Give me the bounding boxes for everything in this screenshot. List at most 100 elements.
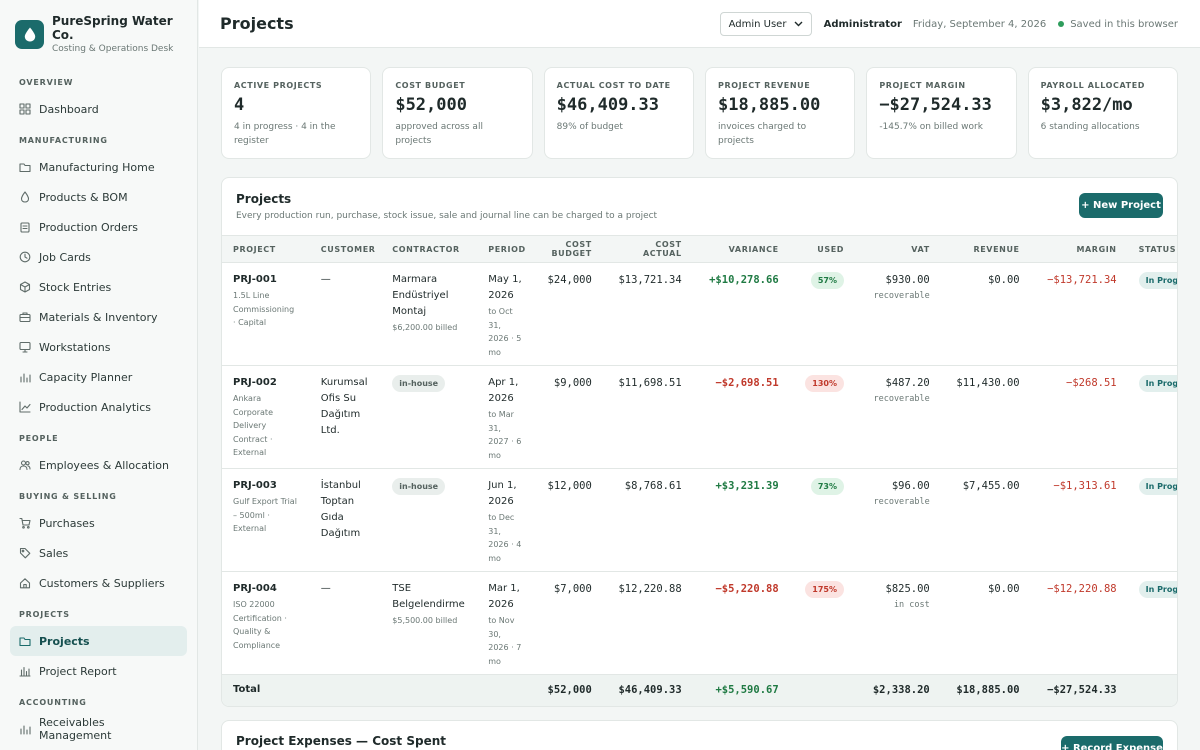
- nav-section-title: ACCOUNTING: [19, 698, 87, 707]
- cost-budget-cell: $12,000: [547, 480, 592, 492]
- column-header[interactable]: REVENUE: [973, 244, 1020, 254]
- sidebar-item-production-analytics[interactable]: Production Analytics: [10, 392, 187, 422]
- kpi-subtext: 4 in progress · 4 in the register: [234, 122, 336, 146]
- sidebar-item-sales[interactable]: Sales: [10, 538, 187, 568]
- sidebar-item-workstations[interactable]: Workstations: [10, 332, 187, 362]
- used-badge: 73%: [810, 478, 844, 495]
- sidebar-item-label: Workstations: [39, 340, 111, 354]
- sidebar-item-employees-allocation[interactable]: Employees & Allocation: [10, 450, 187, 480]
- sidebar-item-production-orders[interactable]: Production Orders: [10, 212, 187, 242]
- user-select[interactable]: Admin User: [719, 12, 812, 36]
- new-project-button[interactable]: + New Project: [1079, 193, 1163, 218]
- table-row[interactable]: PRJ-002 Ankara Corporate Delivery Contrac…: [222, 366, 1177, 469]
- project-name: Gulf Export Trial – 500ml · External: [233, 497, 297, 533]
- status-badge: In Progress: [1138, 478, 1177, 495]
- contractor-name: TSE Belgelendirme: [392, 583, 465, 610]
- sidebar-item-project-report[interactable]: Project Report: [10, 656, 187, 686]
- sidebar-item-materials-inventory[interactable]: Materials & Inventory: [10, 302, 187, 332]
- column-header[interactable]: CONTRACTOR: [392, 244, 460, 254]
- project-id[interactable]: PRJ-001: [233, 274, 277, 285]
- period-start: May 1, 2026: [488, 274, 522, 301]
- vat-note: recoverable: [873, 291, 930, 301]
- column-header[interactable]: VAT: [911, 244, 930, 254]
- projects-card-subtitle: Every production run, purchase, stock is…: [236, 211, 658, 221]
- water-drop-logo-icon: [15, 19, 44, 49]
- kpi-subtext: approved across all projects: [395, 122, 483, 146]
- sidebar-item-job-cards[interactable]: Job Cards: [10, 242, 187, 272]
- contractor-billed: $5,500.00 billed: [392, 616, 458, 625]
- status-badge: In Progress: [1138, 375, 1177, 392]
- cost-actual-cell: $8,768.61: [624, 480, 682, 492]
- in-house-badge: in-house: [392, 375, 446, 392]
- sidebar-item-customers-suppliers[interactable]: Customers & Suppliers: [10, 568, 187, 598]
- sidebar: PureSpring Water Co. Costing & Operation…: [0, 0, 198, 750]
- column-header[interactable]: COST ACTUAL: [642, 240, 682, 258]
- vat-amount: $825.00: [885, 583, 930, 595]
- sidebar-item-manufacturing-home[interactable]: Manufacturing Home: [10, 152, 187, 182]
- sidebar-item-label: Sales: [39, 546, 69, 560]
- sidebar-item-products-bom[interactable]: Products & BOM: [10, 182, 187, 212]
- sidebar-item-label: Products & BOM: [39, 190, 128, 204]
- top-bar: Projects Admin User Administrator Friday…: [199, 0, 1200, 48]
- project-id[interactable]: PRJ-004: [233, 583, 277, 594]
- project-id[interactable]: PRJ-003: [233, 480, 277, 491]
- total-variance: +$5,590.67: [715, 684, 779, 697]
- used-badge: 130%: [805, 375, 844, 392]
- margin-cell: −$1,313.61: [1053, 480, 1117, 492]
- total-label: Total: [233, 684, 261, 696]
- saved-status: Saved in this browser: [1058, 19, 1178, 30]
- nav-section-title: BUYING & SELLING: [19, 492, 117, 501]
- table-header-row: PROJECT CUSTOMER CONTRACTOR PERIOD COST …: [222, 235, 1177, 263]
- box-icon: [19, 281, 31, 293]
- column-header[interactable]: STATUS: [1138, 244, 1177, 254]
- column-header[interactable]: COST BUDGET: [551, 240, 592, 258]
- column-header[interactable]: CUSTOMER: [320, 244, 376, 254]
- sidebar-item-label: Employees & Allocation: [39, 458, 170, 472]
- column-header[interactable]: USED: [817, 244, 844, 254]
- table-row[interactable]: PRJ-001 1.5L Line Commissioning · Capital…: [222, 263, 1177, 366]
- sidebar-item-label: Production Analytics: [39, 400, 151, 414]
- sidebar-item-projects[interactable]: Projects: [10, 626, 187, 656]
- nav-section-title: MANUFACTURING: [19, 136, 108, 145]
- total-revenue: $18,885.00: [956, 684, 1020, 697]
- kpi-project-revenue: PROJECT REVENUE $18,885.00 invoices char…: [704, 67, 856, 159]
- sidebar-item-capacity-planner[interactable]: Capacity Planner: [10, 362, 187, 392]
- variance-cell: +$3,231.39: [715, 480, 779, 492]
- sidebar-item-cost-revenue-centers[interactable]: Cost & Revenue Centers: [10, 744, 187, 750]
- bars-icon: [20, 725, 31, 735]
- revenue-cell: $11,430.00: [956, 377, 1020, 389]
- project-name: 1.5L Line Commissioning · Capital: [233, 291, 295, 327]
- status-badge: In Progress: [1138, 581, 1177, 598]
- table-row[interactable]: PRJ-004 ISO 22000 Certification · Quality…: [222, 572, 1177, 675]
- sidebar-item-stock-entries[interactable]: Stock Entries: [10, 272, 187, 302]
- chevron-down-icon: [794, 21, 803, 27]
- kpi-label: PAYROLL ALLOCATED: [1040, 81, 1146, 90]
- sidebar-item-label: Purchases: [39, 516, 95, 530]
- kpi-value: 4: [234, 95, 245, 115]
- sidebar-item-label: Projects: [39, 634, 90, 648]
- page-title: Projects: [220, 14, 294, 33]
- record-expense-button[interactable]: + Record Expense: [1061, 736, 1163, 750]
- column-header[interactable]: PROJECT: [233, 244, 276, 254]
- total-actual: $46,409.33: [618, 684, 682, 697]
- column-header[interactable]: MARGIN: [1076, 244, 1117, 254]
- kpi-subtext: 6 standing allocations: [1040, 122, 1140, 132]
- grid-icon: [19, 103, 31, 115]
- contractor-name: Marmara Endüstriyel Montaj: [392, 274, 449, 317]
- table-row[interactable]: PRJ-003 Gulf Export Trial – 500ml · Exter…: [222, 469, 1177, 572]
- tag-icon: [19, 547, 31, 559]
- sidebar-item-receivables-management[interactable]: Receivables Management: [10, 714, 187, 744]
- project-id[interactable]: PRJ-002: [233, 377, 277, 388]
- clipboard-icon: [20, 222, 30, 233]
- vat-amount: $930.00: [885, 274, 930, 286]
- column-header[interactable]: VARIANCE: [728, 244, 779, 254]
- kpi-payroll-allocated: PAYROLL ALLOCATED $3,822/mo 6 standing a…: [1027, 67, 1178, 159]
- vat-note: in cost: [893, 600, 930, 610]
- cost-actual-cell: $12,220.88: [618, 583, 682, 595]
- column-header[interactable]: PERIOD: [488, 244, 526, 254]
- sidebar-item-purchases[interactable]: Purchases: [10, 508, 187, 538]
- kpi-value: −$27,524.33: [879, 95, 992, 115]
- sidebar-item-dashboard[interactable]: Dashboard: [10, 94, 187, 124]
- kpi-label: COST BUDGET: [395, 81, 466, 90]
- period-range: to Mar 31, 2027 · 6 mo: [488, 410, 522, 460]
